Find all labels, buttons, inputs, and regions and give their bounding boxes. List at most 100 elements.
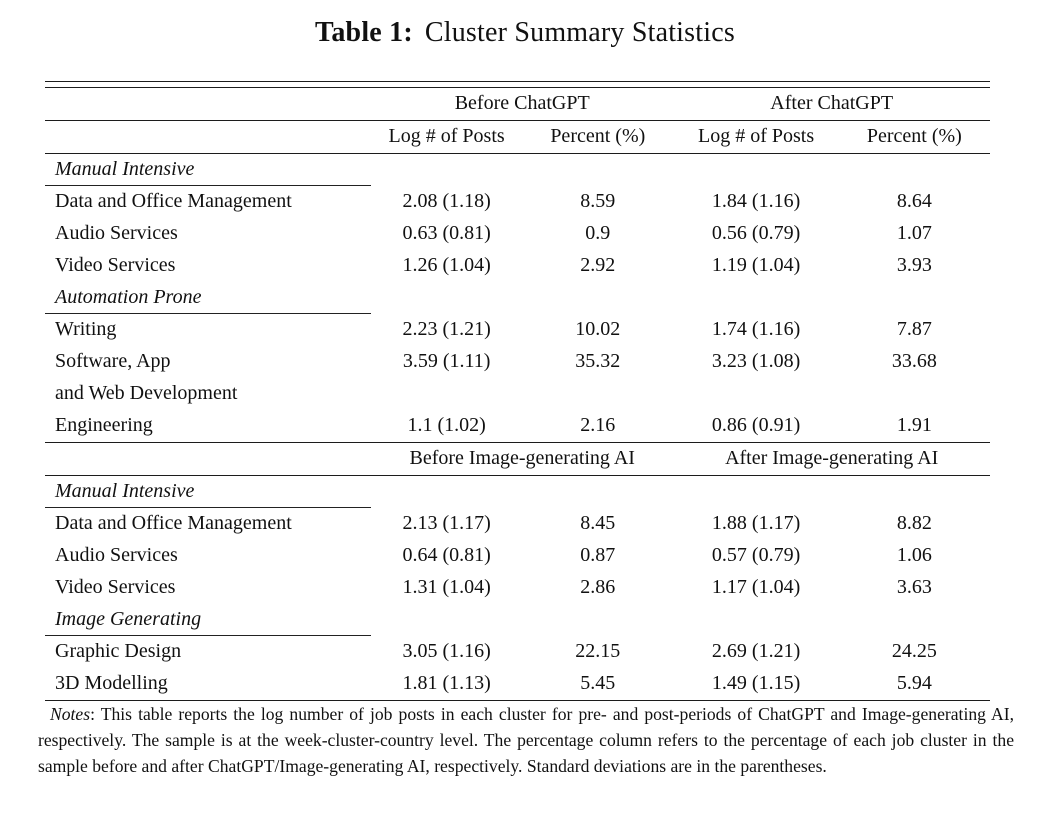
cluster-name: Writing <box>55 318 117 340</box>
cell-log-posts-before: 2.13 (1.17) <box>402 512 491 534</box>
cell-log-posts-after: 3.23 (1.08) <box>711 350 801 372</box>
cell-log-posts-before: 0.63 (0.81) <box>402 222 491 244</box>
cell-percent-after: 1.91 <box>896 414 932 436</box>
table-row: Video Services 1.26 (1.04) 2.92 1.19 (1.… <box>45 250 990 282</box>
group-header-before-image-ai: Before Image-generating AI <box>409 447 635 469</box>
cluster-name: Graphic Design <box>55 640 182 662</box>
table-row: Graphic Design 3.05 (1.16) 22.15 2.69 (1… <box>45 636 990 668</box>
section-label: Manual Intensive <box>45 154 372 186</box>
section-row-automation-prone: Automation Prone <box>45 282 990 314</box>
cell-percent-before: 0.9 <box>585 222 611 244</box>
subheader-log-posts-before: Log # of Posts <box>388 125 505 147</box>
cell-percent-before: 2.16 <box>580 414 616 436</box>
cluster-name: Video Services <box>55 576 176 598</box>
table-row: Engineering 1.1 (1.02) 2.16 0.86 (0.91) … <box>45 410 990 442</box>
table-row-continuation: and Web Development <box>45 378 990 410</box>
cell-percent-after: 3.93 <box>896 254 932 276</box>
cluster-name: Video Services <box>55 254 176 276</box>
cell-percent-before: 0.87 <box>580 544 616 566</box>
table-row: Data and Office Management 2.13 (1.17) 8… <box>45 508 990 540</box>
panel1-subheader-row: Log # of Posts Percent (%) Log # of Post… <box>45 121 990 153</box>
cell-percent-before: 2.92 <box>580 254 616 276</box>
cell-percent-after: 7.87 <box>896 318 932 340</box>
table-row: Writing 2.23 (1.21) 10.02 1.74 (1.16) 7.… <box>45 314 990 346</box>
group-header-after-chatgpt: After ChatGPT <box>770 92 894 114</box>
cluster-name: Audio Services <box>55 222 178 244</box>
cell-log-posts-before: 3.59 (1.11) <box>402 350 491 372</box>
cluster-name: Data and Office Management <box>55 190 292 212</box>
cell-log-posts-after: 1.74 (1.16) <box>711 318 801 340</box>
cell-percent-before: 5.45 <box>580 672 616 694</box>
section-row-manual-intensive-2: Manual Intensive <box>45 476 990 508</box>
cell-percent-before: 35.32 <box>575 350 621 372</box>
rule-between-panels <box>45 441 990 443</box>
rule-below-panel2-header <box>45 474 990 476</box>
bottom-rule <box>45 699 990 701</box>
group-header-before-chatgpt: Before ChatGPT <box>454 92 590 114</box>
table-row: Audio Services 0.63 (0.81) 0.9 0.56 (0.7… <box>45 218 990 250</box>
cell-log-posts-after: 1.88 (1.17) <box>711 512 801 534</box>
cell-log-posts-before: 1.26 (1.04) <box>402 254 491 276</box>
subheader-log-posts-after: Log # of Posts <box>698 125 815 147</box>
cell-percent-after: 5.94 <box>896 672 932 694</box>
panel1-group-header-row: Before ChatGPT After ChatGPT <box>45 88 990 120</box>
cell-log-posts-after: 1.19 (1.04) <box>711 254 801 276</box>
cluster-name: Data and Office Management <box>55 512 292 534</box>
cell-percent-after: 1.07 <box>896 222 932 244</box>
table-notes: Notes: This table reports the log number… <box>38 701 1014 779</box>
cell-log-posts-before: 2.08 (1.18) <box>402 190 491 212</box>
cell-log-posts-before: 1.81 (1.13) <box>402 672 491 694</box>
top-rule-inner <box>45 86 990 88</box>
cell-log-posts-before: 0.64 (0.81) <box>402 544 491 566</box>
table-row: Software, App 3.59 (1.11) 35.32 3.23 (1.… <box>45 346 990 378</box>
table-row: Data and Office Management 2.08 (1.18) 8… <box>45 186 990 218</box>
cluster-name: and Web Development <box>55 382 238 404</box>
cluster-name: 3D Modelling <box>55 672 168 694</box>
section-label: Image Generating <box>45 604 372 636</box>
cell-percent-after: 3.63 <box>896 576 932 598</box>
cell-log-posts-after: 0.57 (0.79) <box>711 544 801 566</box>
section-row-manual-intensive: Manual Intensive <box>45 154 990 186</box>
panel2-group-header-row: Before Image-generating AI After Image-g… <box>45 443 990 475</box>
table-row: Video Services 1.31 (1.04) 2.86 1.17 (1.… <box>45 572 990 604</box>
cell-log-posts-before: 1.31 (1.04) <box>402 576 491 598</box>
cell-log-posts-before: 1.1 (1.02) <box>407 414 486 436</box>
cell-percent-after: 1.06 <box>896 544 932 566</box>
notes-label: Notes <box>50 704 91 724</box>
rule-below-group-header <box>45 119 990 121</box>
table-title-text: Cluster Summary Statistics <box>424 17 735 48</box>
table-row: 3D Modelling 1.81 (1.13) 5.45 1.49 (1.15… <box>45 668 990 700</box>
cell-percent-before: 8.59 <box>580 190 616 212</box>
cell-percent-before: 10.02 <box>575 318 621 340</box>
section-label: Manual Intensive <box>45 476 372 508</box>
cluster-name: Software, App <box>55 350 171 372</box>
cell-percent-before: 22.15 <box>575 640 621 662</box>
rule-below-subheader <box>45 152 990 154</box>
summary-table: Before ChatGPT After ChatGPT Log # of Po… <box>45 81 990 701</box>
cell-log-posts-before: 3.05 (1.16) <box>402 640 491 662</box>
cell-percent-after: 33.68 <box>891 350 937 372</box>
cell-percent-before: 2.86 <box>580 576 616 598</box>
cell-percent-before: 8.45 <box>580 512 616 534</box>
cell-log-posts-after: 1.17 (1.04) <box>711 576 801 598</box>
table-number: Table 1: <box>315 17 413 48</box>
cell-log-posts-before: 2.23 (1.21) <box>402 318 491 340</box>
cluster-name: Audio Services <box>55 544 178 566</box>
cell-percent-after: 8.64 <box>896 190 932 212</box>
cell-log-posts-after: 2.69 (1.21) <box>711 640 801 662</box>
cell-log-posts-after: 1.49 (1.15) <box>711 672 801 694</box>
cluster-name: Engineering <box>55 414 153 436</box>
subheader-percent-before: Percent (%) <box>550 125 646 147</box>
group-header-after-image-ai: After Image-generating AI <box>725 447 939 469</box>
notes-text: : This table reports the log number of j… <box>38 704 1014 776</box>
cell-percent-after: 24.25 <box>891 640 937 662</box>
section-row-image-generating: Image Generating <box>45 604 990 636</box>
table-title: Table 1: Cluster Summary Statistics <box>0 0 1050 49</box>
table-row: Audio Services 0.64 (0.81) 0.87 0.57 (0.… <box>45 540 990 572</box>
cell-percent-after: 8.82 <box>896 512 932 534</box>
top-rule-outer <box>45 81 990 82</box>
cell-log-posts-after: 0.56 (0.79) <box>711 222 801 244</box>
cell-log-posts-after: 1.84 (1.16) <box>711 190 801 212</box>
section-label: Automation Prone <box>45 282 372 314</box>
